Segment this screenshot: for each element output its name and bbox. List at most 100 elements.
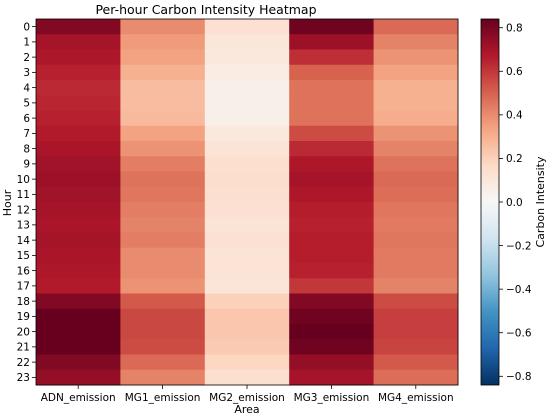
colorbar-tick-label: −0.4 (506, 284, 532, 296)
colorbar-label: Carbon Intensity (534, 156, 547, 247)
x-tick-label: MG1_emission (125, 392, 201, 404)
heatmap-cell (120, 64, 206, 81)
heatmap-cell (120, 171, 206, 188)
heatmap-cell (289, 293, 375, 310)
y-tick-label: 15 (17, 250, 30, 262)
y-tick-label: 3 (23, 67, 30, 79)
x-tick-label: MG2_emission (209, 392, 285, 404)
heatmap-cell (373, 110, 459, 127)
heatmap-cell (373, 293, 459, 310)
heatmap-cell (204, 263, 290, 279)
y-tick-label: 13 (17, 220, 30, 232)
heatmap-cell (289, 247, 375, 264)
y-axis-label: Hour (1, 189, 14, 216)
heatmap-cell (373, 64, 459, 81)
heatmap-cell (204, 19, 290, 35)
heatmap-cell (204, 232, 290, 249)
heatmap-cell (289, 34, 375, 50)
heatmap-cell (36, 64, 121, 81)
heatmap-cell (120, 308, 206, 325)
x-tick-label: MG3_emission (294, 392, 370, 404)
heatmap-cell (204, 171, 290, 188)
heatmap-cell (120, 263, 206, 279)
heatmap-cell (204, 278, 290, 294)
heatmap-cell (204, 110, 290, 127)
heatmap-cell (204, 125, 290, 142)
heatmap-cell (36, 141, 121, 157)
heatmap-cell (36, 80, 121, 96)
colorbar-axis: 0.8 0.6 0.4 0.2 0.0 −0.2 −0.4 −0.6 −0.8 (499, 23, 532, 383)
heatmap-cell (204, 217, 290, 233)
heatmap-cell (289, 186, 375, 203)
heatmap-cell (289, 49, 375, 66)
heatmap-cell (373, 263, 459, 279)
x-tick-label: ADN_emission (41, 392, 116, 404)
heatmap-cell (36, 202, 121, 218)
y-tick-label: 1 (23, 37, 30, 49)
heatmap-cell (36, 34, 121, 50)
heatmap-cell (36, 354, 121, 371)
heatmap-cell (120, 202, 206, 218)
heatmap-cell (204, 293, 290, 310)
heatmap-cell (289, 263, 375, 279)
heatmap-cell (289, 354, 375, 371)
heatmap-cell (120, 293, 206, 310)
heatmap-cell (373, 80, 459, 96)
heatmap-cell (36, 156, 121, 172)
heatmap-cell (204, 186, 290, 203)
heatmap-cell (120, 217, 206, 233)
heatmap-cell (120, 49, 206, 66)
y-tick-label: 22 (17, 357, 30, 369)
heatmap-cell (204, 202, 290, 218)
heatmap-cell (204, 34, 290, 50)
heatmap-cell (373, 34, 459, 50)
y-tick-label: 18 (17, 296, 30, 308)
heatmap-cell (204, 156, 290, 172)
heatmap-cell (373, 141, 459, 157)
heatmap-cell (120, 324, 206, 340)
heatmap-cell (120, 339, 206, 355)
y-tick-label: 2 (23, 52, 30, 64)
heatmap-cell (120, 354, 206, 371)
heatmap-cell (120, 80, 206, 96)
x-axis-label: Area (234, 403, 259, 416)
y-tick-label: 19 (17, 311, 30, 323)
heatmap-cell (289, 64, 375, 81)
heatmap-cell (36, 278, 121, 294)
y-tick-label: 11 (17, 189, 30, 201)
heatmap-cell (373, 217, 459, 233)
heatmap-cell (204, 95, 290, 111)
heatmap-cell (120, 125, 206, 142)
heatmap-cell (373, 125, 459, 142)
heatmap-cell (204, 247, 290, 264)
heatmap-cell (289, 217, 375, 233)
heatmap-cell (373, 202, 459, 218)
heatmap-cell (36, 339, 121, 355)
heatmap-cell (373, 247, 459, 264)
heatmap-cell (120, 369, 206, 386)
heatmap-cell (373, 19, 459, 35)
y-tick-label: 21 (17, 342, 30, 354)
y-tick-label: 14 (17, 235, 31, 247)
colorbar-tick-label: 0.0 (506, 197, 523, 209)
heatmap-cell (204, 354, 290, 371)
heatmap-cell (204, 324, 290, 340)
heatmap-cells (36, 19, 459, 386)
heatmap-cell (289, 19, 375, 35)
heatmap-cell (36, 324, 121, 340)
heatmap-cell (289, 202, 375, 218)
heatmap-cell (373, 186, 459, 203)
colorbar-tick-label: 0.2 (506, 153, 523, 165)
heatmap-cell (36, 49, 121, 66)
heatmap-cell (204, 80, 290, 96)
chart-title: Per-hour Carbon Intensity Heatmap (95, 2, 316, 17)
heatmap-cell (289, 125, 375, 142)
colorbar-tick-label: 0.8 (506, 23, 523, 35)
heatmap-cell (289, 156, 375, 172)
y-tick-label: 10 (17, 174, 30, 186)
heatmap-cell (289, 110, 375, 127)
heatmap-cell (36, 247, 121, 264)
heatmap-cell (204, 64, 290, 81)
y-tick-label: 8 (23, 143, 30, 155)
